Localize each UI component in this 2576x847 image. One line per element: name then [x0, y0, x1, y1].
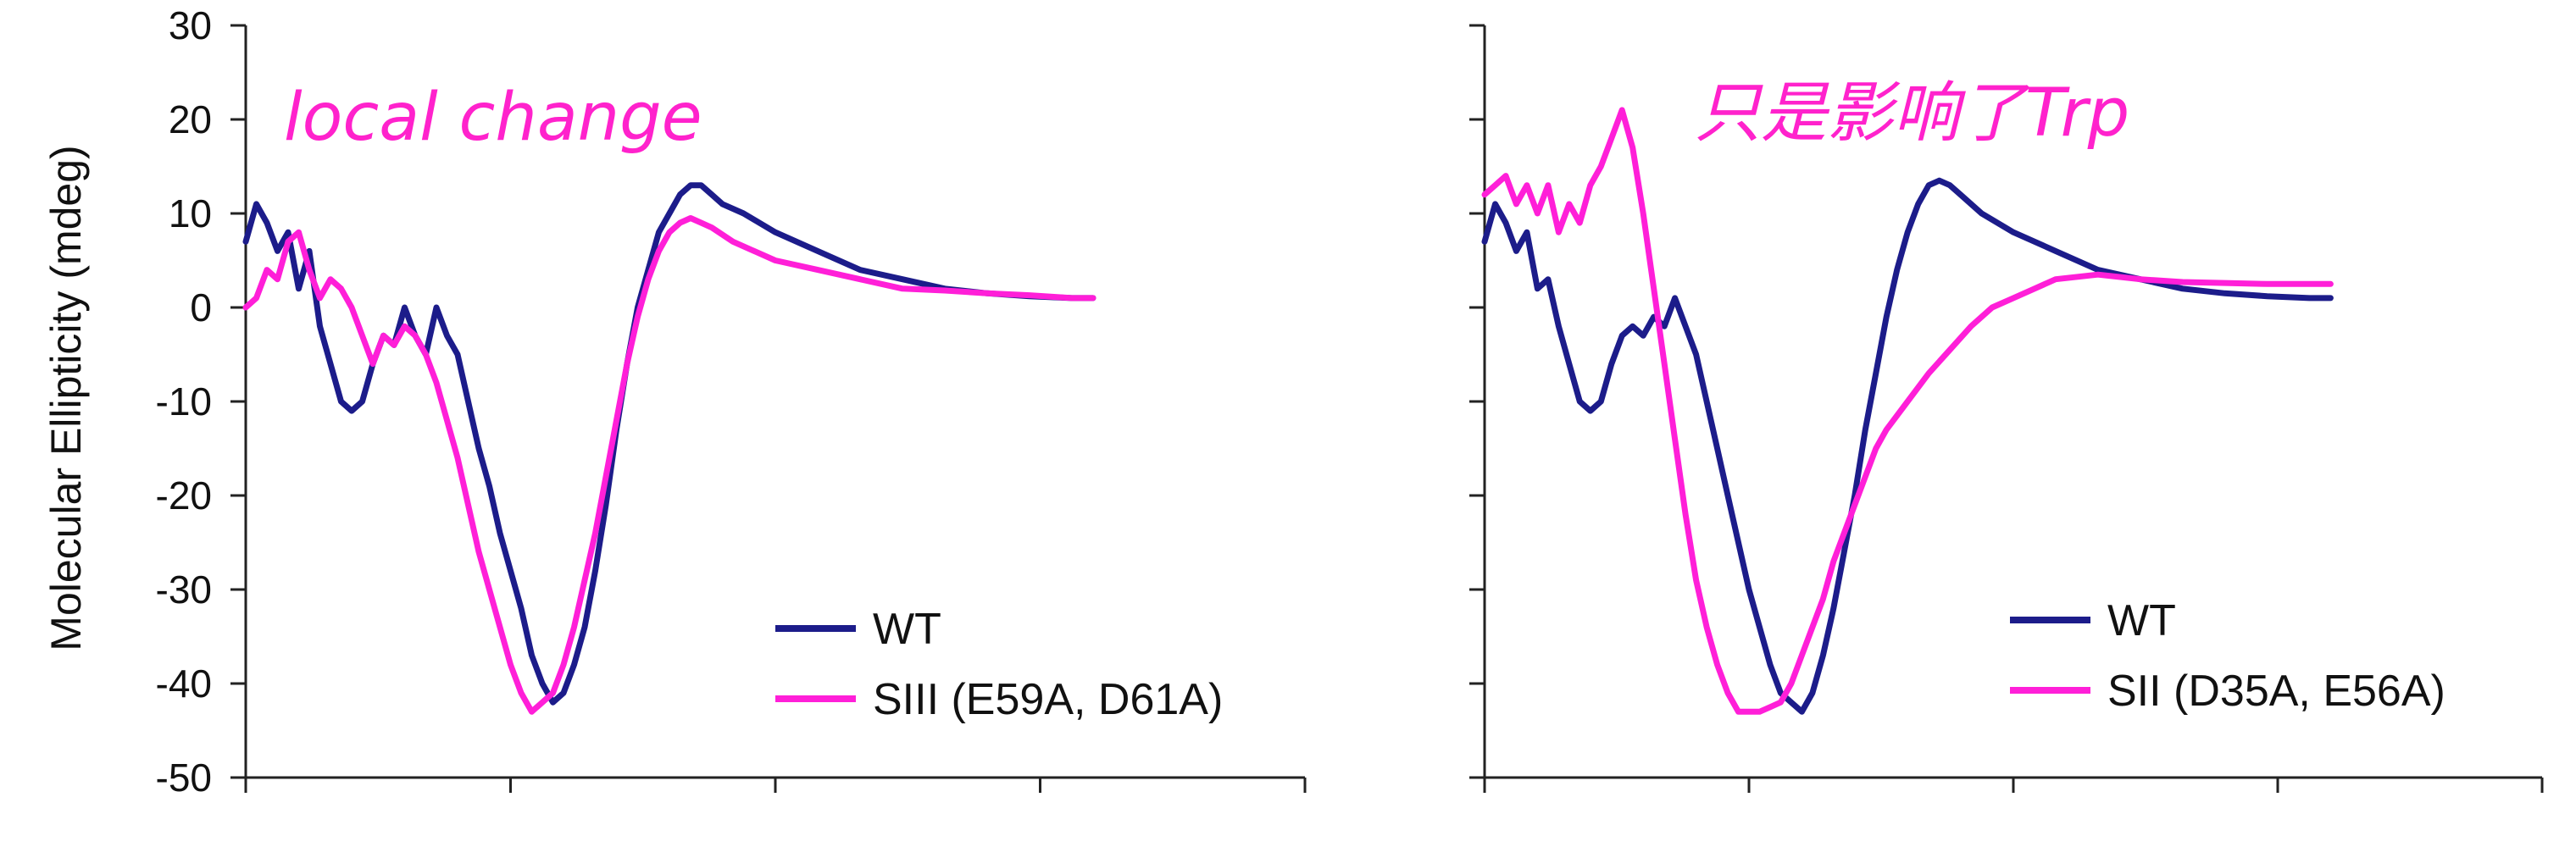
- y-axis-label: Molecular Ellipticity (mdeg): [42, 145, 90, 650]
- right-annotation: 只是影响了Trp: [1695, 75, 2129, 152]
- left-y-ticks: 30 20 10 0 -10 -20 -30 -40 -50: [156, 3, 246, 800]
- left-x-ticks: [244, 778, 1307, 793]
- left-annotation: local change: [284, 80, 702, 156]
- left-series-line-wt: [242, 182, 1096, 706]
- right-y-ticks: [1469, 24, 1485, 779]
- right-legend-label-wt: WT: [2107, 596, 2176, 645]
- y-tick-label: -10: [156, 379, 212, 424]
- right-series-line-wt: [1481, 177, 2334, 715]
- y-tick-label: -30: [156, 567, 212, 612]
- right-x-ticks: [1483, 778, 2544, 793]
- right-panel: 只是影响了Trp WT SII (D35A, E56A): [1469, 24, 2544, 793]
- left-legend: WT SIII (E59A, D61A): [775, 605, 1223, 724]
- right-series-lines: [1481, 107, 2334, 715]
- y-tick-label: 0: [190, 285, 212, 329]
- y-tick-label: 30: [169, 3, 212, 47]
- left-panel: Molecular Ellipticity (mdeg) 30 20 10 0 -10 -…: [42, 3, 1307, 800]
- right-legend: WT SII (D35A, E56A): [2010, 596, 2446, 716]
- y-tick-label: 10: [169, 191, 212, 235]
- y-tick-label: -20: [156, 473, 212, 518]
- right-series-line-mutant: [1481, 107, 2334, 715]
- left-series-line-mutant: [242, 215, 1096, 715]
- left-legend-label-wt: WT: [873, 605, 941, 654]
- left-legend-label-siii: SIII (E59A, D61A): [873, 675, 1223, 724]
- y-tick-label: -50: [156, 756, 212, 800]
- right-legend-label-sii: SII (D35A, E56A): [2107, 667, 2446, 716]
- left-series-lines: [242, 182, 1096, 715]
- y-tick-label: -40: [156, 662, 212, 706]
- y-tick-label: 20: [169, 97, 212, 141]
